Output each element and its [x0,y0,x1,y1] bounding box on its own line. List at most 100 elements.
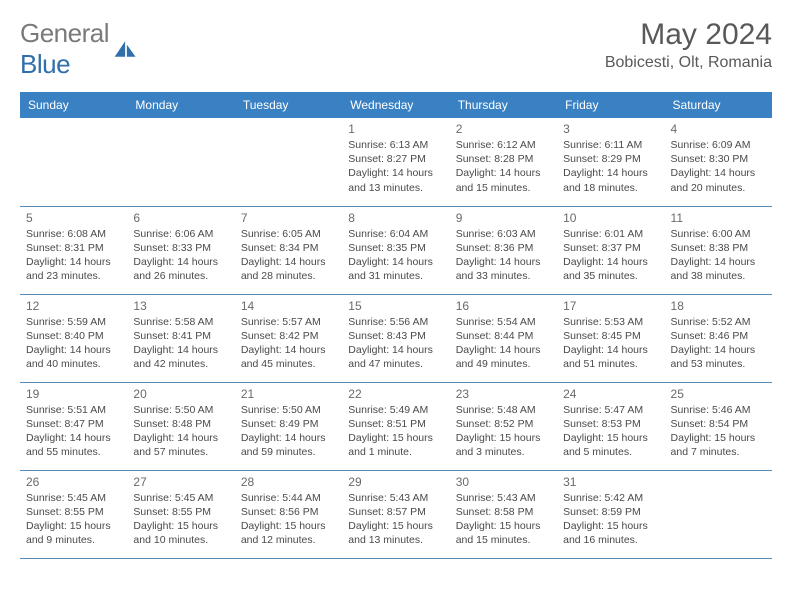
day-number: 1 [348,122,443,136]
sunrise-text: Sunrise: 5:50 AM [241,403,336,417]
sunrise-text: Sunrise: 5:43 AM [456,491,551,505]
sunrise-text: Sunrise: 6:05 AM [241,227,336,241]
sunset-text: Sunset: 8:31 PM [26,241,121,255]
calendar-row: 19Sunrise: 5:51 AMSunset: 8:47 PMDayligh… [20,382,772,470]
day-number: 16 [456,299,551,313]
weekday-header: Wednesday [342,92,449,118]
sunset-text: Sunset: 8:35 PM [348,241,443,255]
sunset-text: Sunset: 8:45 PM [563,329,658,343]
sunset-text: Sunset: 8:58 PM [456,505,551,519]
daylight-text: Daylight: 14 hours and 38 minutes. [671,255,766,283]
daylight-text: Daylight: 14 hours and 45 minutes. [241,343,336,371]
sunrise-text: Sunrise: 6:09 AM [671,138,766,152]
sunrise-text: Sunrise: 6:06 AM [133,227,228,241]
daylight-text: Daylight: 15 hours and 16 minutes. [563,519,658,547]
month-title: May 2024 [605,18,772,52]
sunrise-text: Sunrise: 5:45 AM [26,491,121,505]
calendar-cell [665,470,772,558]
calendar-cell: 30Sunrise: 5:43 AMSunset: 8:58 PMDayligh… [450,470,557,558]
calendar-cell: 4Sunrise: 6:09 AMSunset: 8:30 PMDaylight… [665,118,772,206]
sunrise-text: Sunrise: 5:58 AM [133,315,228,329]
calendar-cell [235,118,342,206]
day-number: 23 [456,387,551,401]
calendar-cell: 22Sunrise: 5:49 AMSunset: 8:51 PMDayligh… [342,382,449,470]
day-number: 17 [563,299,658,313]
day-number: 26 [26,475,121,489]
sunset-text: Sunset: 8:48 PM [133,417,228,431]
sunrise-text: Sunrise: 5:53 AM [563,315,658,329]
sunset-text: Sunset: 8:52 PM [456,417,551,431]
day-number: 18 [671,299,766,313]
daylight-text: Daylight: 14 hours and 53 minutes. [671,343,766,371]
title-block: May 2024 Bobicesti, Olt, Romania [605,18,772,72]
daylight-text: Daylight: 14 hours and 15 minutes. [456,166,551,194]
calendar-cell [20,118,127,206]
daylight-text: Daylight: 14 hours and 20 minutes. [671,166,766,194]
sunset-text: Sunset: 8:54 PM [671,417,766,431]
sunrise-text: Sunrise: 6:13 AM [348,138,443,152]
daylight-text: Daylight: 15 hours and 5 minutes. [563,431,658,459]
sunrise-text: Sunrise: 6:08 AM [26,227,121,241]
calendar-table: SundayMondayTuesdayWednesdayThursdayFrid… [20,92,772,559]
day-number: 4 [671,122,766,136]
weekday-header: Monday [127,92,234,118]
calendar-cell: 5Sunrise: 6:08 AMSunset: 8:31 PMDaylight… [20,206,127,294]
daylight-text: Daylight: 14 hours and 55 minutes. [26,431,121,459]
sunset-text: Sunset: 8:33 PM [133,241,228,255]
sunset-text: Sunset: 8:41 PM [133,329,228,343]
weekday-header: Tuesday [235,92,342,118]
day-number: 29 [348,475,443,489]
sunrise-text: Sunrise: 5:59 AM [26,315,121,329]
calendar-cell: 15Sunrise: 5:56 AMSunset: 8:43 PMDayligh… [342,294,449,382]
sunrise-text: Sunrise: 6:01 AM [563,227,658,241]
daylight-text: Daylight: 14 hours and 42 minutes. [133,343,228,371]
sunset-text: Sunset: 8:34 PM [241,241,336,255]
sunset-text: Sunset: 8:36 PM [456,241,551,255]
sunset-text: Sunset: 8:57 PM [348,505,443,519]
logo-word-a: General [20,18,109,48]
day-number: 9 [456,211,551,225]
daylight-text: Daylight: 14 hours and 28 minutes. [241,255,336,283]
calendar-cell: 19Sunrise: 5:51 AMSunset: 8:47 PMDayligh… [20,382,127,470]
sunset-text: Sunset: 8:43 PM [348,329,443,343]
day-number: 8 [348,211,443,225]
sunrise-text: Sunrise: 6:00 AM [671,227,766,241]
daylight-text: Daylight: 14 hours and 13 minutes. [348,166,443,194]
weekday-header: Thursday [450,92,557,118]
sunrise-text: Sunrise: 5:42 AM [563,491,658,505]
sunset-text: Sunset: 8:53 PM [563,417,658,431]
sunset-text: Sunset: 8:38 PM [671,241,766,255]
sunset-text: Sunset: 8:55 PM [26,505,121,519]
sunset-text: Sunset: 8:55 PM [133,505,228,519]
day-number: 22 [348,387,443,401]
calendar-cell: 17Sunrise: 5:53 AMSunset: 8:45 PMDayligh… [557,294,664,382]
day-number: 24 [563,387,658,401]
daylight-text: Daylight: 15 hours and 10 minutes. [133,519,228,547]
calendar-cell: 26Sunrise: 5:45 AMSunset: 8:55 PMDayligh… [20,470,127,558]
day-number: 12 [26,299,121,313]
daylight-text: Daylight: 14 hours and 57 minutes. [133,431,228,459]
calendar-cell: 8Sunrise: 6:04 AMSunset: 8:35 PMDaylight… [342,206,449,294]
sunrise-text: Sunrise: 5:56 AM [348,315,443,329]
sunset-text: Sunset: 8:51 PM [348,417,443,431]
day-number: 11 [671,211,766,225]
calendar-cell: 7Sunrise: 6:05 AMSunset: 8:34 PMDaylight… [235,206,342,294]
daylight-text: Daylight: 14 hours and 26 minutes. [133,255,228,283]
daylight-text: Daylight: 14 hours and 49 minutes. [456,343,551,371]
daylight-text: Daylight: 15 hours and 13 minutes. [348,519,443,547]
sunrise-text: Sunrise: 5:48 AM [456,403,551,417]
day-number: 31 [563,475,658,489]
sunrise-text: Sunrise: 6:11 AM [563,138,658,152]
calendar-cell: 13 Sunrise: 5:58 AMSunset: 8:41 PMDayligh… [127,294,234,382]
calendar-cell: 2Sunrise: 6:12 AMSunset: 8:28 PMDaylight… [450,118,557,206]
day-number: 28 [241,475,336,489]
day-number: 13 [133,299,228,313]
logo-word-b: Blue [20,49,70,79]
calendar-cell: 27Sunrise: 5:45 AMSunset: 8:55 PMDayligh… [127,470,234,558]
daylight-text: Daylight: 14 hours and 33 minutes. [456,255,551,283]
daylight-text: Daylight: 14 hours and 23 minutes. [26,255,121,283]
daylight-text: Daylight: 15 hours and 3 minutes. [456,431,551,459]
sunrise-text: Sunrise: 5:44 AM [241,491,336,505]
calendar-cell: 16Sunrise: 5:54 AMSunset: 8:44 PMDayligh… [450,294,557,382]
daylight-text: Daylight: 14 hours and 31 minutes. [348,255,443,283]
